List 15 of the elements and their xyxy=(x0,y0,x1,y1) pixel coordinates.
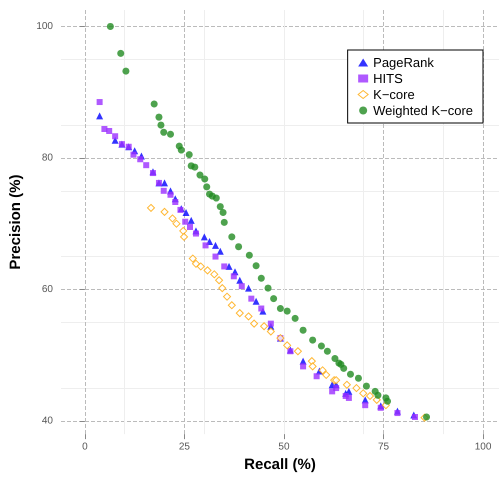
x-tick-label: 100 xyxy=(474,442,492,453)
x-axis-title: Recall (%) xyxy=(244,456,316,473)
y-tick-label: 60 xyxy=(42,284,54,295)
x-tick-label: 50 xyxy=(278,442,290,453)
y-tick-label: 100 xyxy=(36,20,54,32)
x-tick-label: 0 xyxy=(82,442,88,453)
legend-label: PageRank xyxy=(373,55,434,70)
x-tick-label: 75 xyxy=(378,442,390,453)
y-tick-label: 40 xyxy=(42,415,54,426)
x-tick-label: 25 xyxy=(178,442,190,453)
legend-label: Weighted K−core xyxy=(373,103,474,118)
y-tick-label: 80 xyxy=(42,152,54,164)
y-axis-title: Precision (%) xyxy=(7,174,24,270)
legend-label: HITS xyxy=(373,71,404,86)
legend-label: K−core xyxy=(373,87,415,102)
